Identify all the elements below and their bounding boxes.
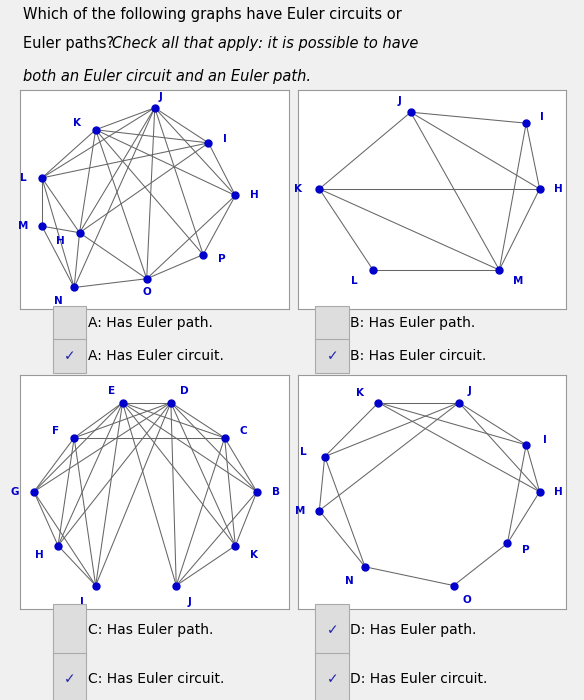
Text: M: M	[296, 505, 305, 515]
Text: ✓: ✓	[64, 349, 75, 363]
Text: ✓: ✓	[326, 672, 338, 686]
Text: J: J	[398, 97, 402, 106]
Text: H: H	[35, 550, 44, 560]
Text: ✓: ✓	[326, 623, 338, 637]
FancyBboxPatch shape	[315, 653, 349, 700]
Text: C: Has Euler circuit.: C: Has Euler circuit.	[88, 672, 224, 686]
Text: L: L	[20, 173, 26, 183]
Text: B: Has Euler circuit.: B: Has Euler circuit.	[350, 349, 486, 363]
Text: K: K	[73, 118, 81, 128]
Text: N: N	[54, 295, 62, 306]
FancyBboxPatch shape	[53, 339, 86, 373]
Text: L: L	[300, 447, 307, 457]
Text: E: E	[108, 386, 116, 396]
Text: O: O	[142, 287, 151, 297]
Text: P: P	[218, 254, 226, 264]
Text: Euler paths?: Euler paths?	[23, 36, 119, 51]
FancyBboxPatch shape	[53, 604, 86, 656]
Text: I: I	[543, 435, 547, 445]
Text: I: I	[540, 111, 544, 122]
Text: C: C	[239, 426, 247, 436]
Text: L: L	[351, 276, 357, 286]
Text: K: K	[356, 389, 364, 398]
Text: Which of the following graphs have Euler circuits or: Which of the following graphs have Euler…	[23, 7, 402, 22]
Text: P: P	[522, 545, 530, 555]
Text: G: G	[11, 486, 19, 497]
FancyBboxPatch shape	[315, 604, 349, 656]
Text: J: J	[187, 597, 192, 607]
Text: I: I	[80, 597, 84, 607]
FancyBboxPatch shape	[315, 339, 349, 373]
Text: F: F	[52, 426, 59, 436]
Text: A: Has Euler circuit.: A: Has Euler circuit.	[88, 349, 224, 363]
Text: H: H	[57, 237, 65, 246]
Text: ✓: ✓	[64, 672, 75, 686]
Text: D: Has Euler circuit.: D: Has Euler circuit.	[350, 672, 488, 686]
Text: H: H	[554, 486, 563, 497]
Text: I: I	[223, 134, 227, 143]
Text: H: H	[250, 190, 259, 200]
Text: H: H	[554, 184, 563, 194]
FancyBboxPatch shape	[53, 653, 86, 700]
Text: K: K	[250, 550, 258, 560]
Text: N: N	[345, 576, 353, 586]
Text: Check all that apply: it is possible to have: Check all that apply: it is possible to …	[112, 36, 419, 51]
Text: A: Has Euler path.: A: Has Euler path.	[88, 316, 213, 330]
Text: ✓: ✓	[326, 349, 338, 363]
FancyBboxPatch shape	[53, 306, 86, 340]
Text: B: B	[272, 486, 280, 497]
Text: D: Has Euler path.: D: Has Euler path.	[350, 623, 477, 637]
Text: M: M	[513, 276, 523, 286]
FancyBboxPatch shape	[315, 306, 349, 340]
Text: J: J	[158, 92, 162, 102]
Text: both an Euler circuit and an Euler path.: both an Euler circuit and an Euler path.	[23, 69, 311, 83]
Text: D: D	[180, 386, 189, 396]
Text: O: O	[463, 594, 471, 605]
Text: J: J	[468, 386, 472, 396]
Text: K: K	[294, 184, 302, 194]
Text: C: Has Euler path.: C: Has Euler path.	[88, 623, 213, 637]
Text: B: Has Euler path.: B: Has Euler path.	[350, 316, 475, 330]
Text: M: M	[18, 221, 28, 231]
